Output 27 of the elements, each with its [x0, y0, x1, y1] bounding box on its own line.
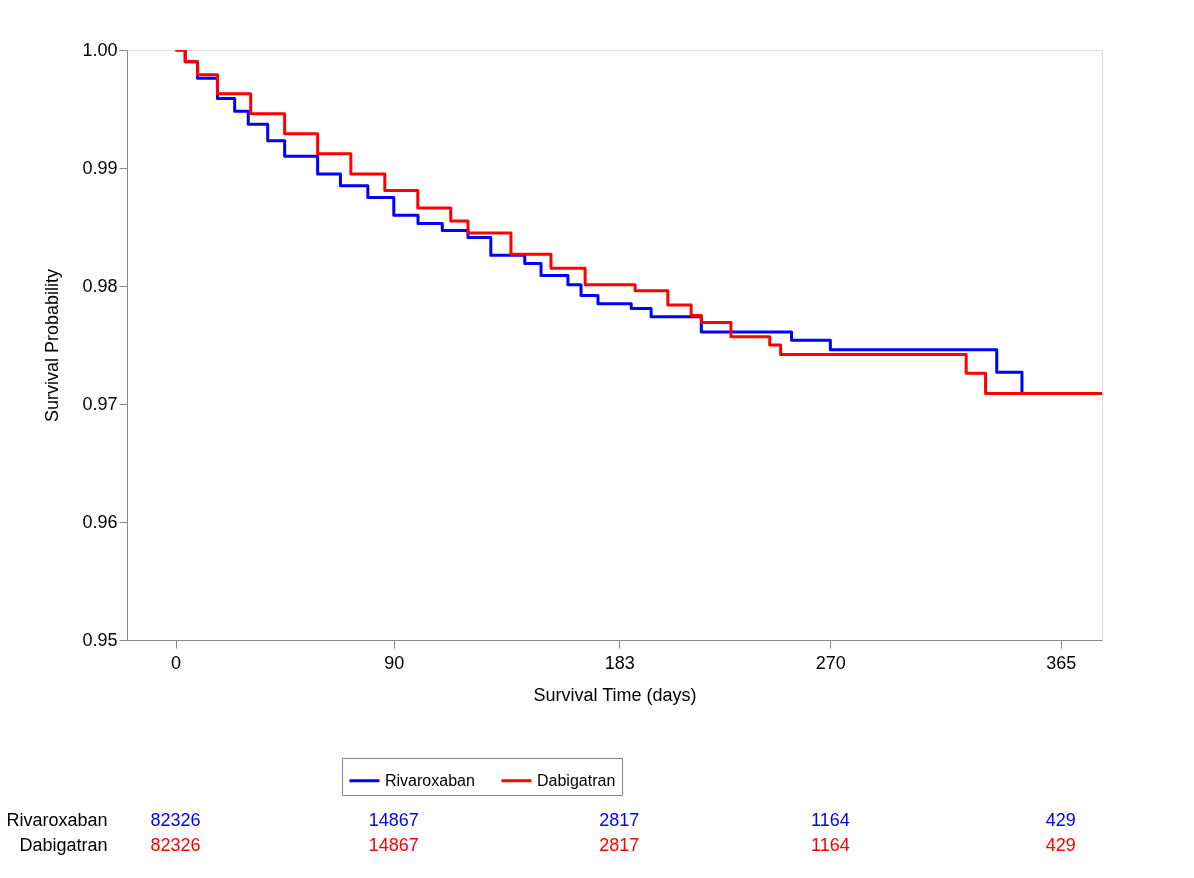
text: 82326 — [150, 809, 201, 830]
y-tick-label: 0.95 — [82, 629, 118, 650]
x-axis-title: Survival Time (days) — [533, 684, 697, 705]
y-tick-label: 1.00 — [82, 39, 118, 60]
x-tick-label: 270 — [815, 652, 846, 673]
legend-label: Dabigatran — [537, 771, 616, 789]
x-tick-label: 90 — [384, 652, 405, 673]
text: 1164 — [811, 809, 850, 830]
text: 14867 — [368, 809, 419, 830]
text: 82326 — [150, 834, 201, 855]
text: 2817 — [599, 809, 640, 830]
x-tick-label: 183 — [604, 652, 635, 673]
y-tick-label: 0.96 — [82, 511, 118, 532]
y-tick-label: 0.99 — [82, 157, 118, 178]
y-tick-label: 0.97 — [82, 393, 118, 414]
y-axis-title: Survival Probability — [42, 268, 63, 423]
text: 2817 — [599, 834, 640, 855]
x-tick-label: 0 — [171, 652, 182, 673]
text: Rivaroxaban — [6, 810, 108, 830]
text: 14867 — [368, 834, 419, 855]
text: Dabigatran — [19, 835, 108, 855]
text: 429 — [1045, 834, 1076, 855]
text: 429 — [1045, 809, 1076, 830]
y-tick-label: 0.98 — [82, 275, 118, 296]
x-tick-label: 365 — [1046, 652, 1077, 673]
legend-label: Rivaroxaban — [385, 771, 475, 789]
text: 1164 — [811, 834, 850, 855]
